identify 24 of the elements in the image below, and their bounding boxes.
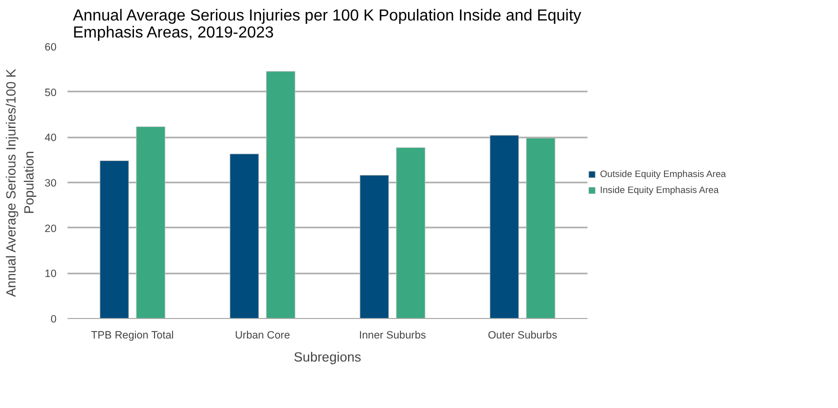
- y-tick-label: 10: [44, 268, 57, 280]
- y-tick-label: 0: [50, 314, 57, 326]
- y-tick-label: 20: [44, 222, 57, 235]
- x-tick-label: TPB Region Total: [91, 330, 174, 342]
- bar: [526, 138, 556, 318]
- x-tick-label: Outer Suburbs: [488, 330, 558, 342]
- bar: [266, 71, 296, 318]
- chart-title: Annual Average Serious Injuries per 100 K Population Inside and Equity Emphasis Areas, 2019-2023: [72, 8, 582, 42]
- y-axis-title: Annual Average Serious Injuries/100 K Population: [4, 68, 37, 297]
- x-axis-title: Subregions: [294, 350, 362, 364]
- bar: [360, 174, 389, 318]
- legend-label: Inside Equity Emphasis Area: [600, 185, 719, 195]
- bar: [396, 147, 426, 318]
- y-tick-label: 30: [44, 178, 57, 190]
- y-tick-label: 50: [44, 86, 57, 99]
- bar: [230, 154, 259, 318]
- bar: [100, 160, 129, 318]
- bar: [490, 135, 519, 318]
- y-tick-label: 60: [44, 42, 57, 54]
- legend-label: Outside Equity Emphasis Area: [600, 169, 726, 179]
- x-tick-label: Inner Suburbs: [359, 330, 426, 342]
- x-tick-label: Urban Core: [234, 330, 290, 342]
- bar: [136, 126, 166, 318]
- y-tick-label: 40: [44, 132, 57, 144]
